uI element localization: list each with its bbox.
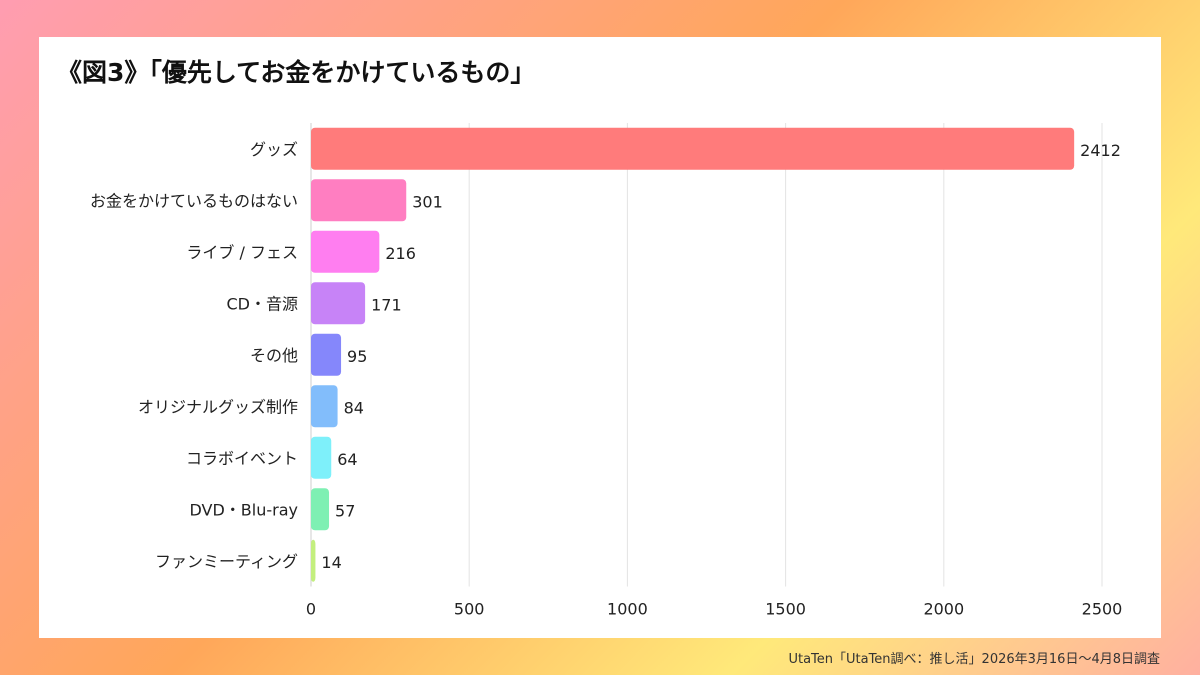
bar-value-label: 14 <box>321 553 341 572</box>
bar <box>311 539 316 582</box>
x-tick-label: 2000 <box>923 600 964 619</box>
bar <box>311 488 330 531</box>
bar-value-label: 216 <box>385 244 416 263</box>
bar <box>311 179 407 222</box>
source-note: UtaTen「UtaTen調べ：推し活」2026年3月16日〜4月8日調査 <box>788 652 1160 667</box>
category-label: DVD・Blu-ray <box>190 500 299 519</box>
bar <box>311 127 1075 170</box>
bar-value-label: 301 <box>412 192 443 211</box>
bar-value-label: 57 <box>335 501 355 520</box>
category-label: グッズ <box>250 140 298 159</box>
category-label: CD・音源 <box>227 294 299 313</box>
category-label: その他 <box>250 346 298 365</box>
chart-title: 《図3》「優先してお金をかけているもの」 <box>57 58 536 87</box>
bar-value-label: 95 <box>347 347 367 366</box>
x-tick-label: 2500 <box>1082 600 1123 619</box>
bar <box>311 282 366 325</box>
bar-chart: 0 500 1000 1500 2000 2500 グッズ 2412 お金をかけているものはない… <box>90 123 1123 619</box>
bar <box>311 230 380 273</box>
category-label: ライブ / フェス <box>186 243 298 262</box>
chart-card: 《図3》「優先してお金をかけているもの」 0 500 1000 1500 2000 250… <box>39 37 1161 638</box>
bar-value-label: 84 <box>344 398 364 417</box>
x-tick-label: 1500 <box>765 600 806 619</box>
x-tick-label: 500 <box>454 600 485 619</box>
bar <box>311 385 338 428</box>
x-tick-label: 0 <box>306 600 316 619</box>
bar <box>311 333 342 376</box>
category-label: コラボイベント <box>186 449 298 468</box>
bar-value-label: 2412 <box>1080 141 1121 160</box>
category-label: ファンミーティング <box>155 552 298 571</box>
bar-value-label: 64 <box>337 450 357 469</box>
category-label: オリジナルグッズ制作 <box>138 397 298 416</box>
x-tick-label: 1000 <box>607 600 648 619</box>
bar-value-label: 171 <box>371 295 402 314</box>
bar <box>311 436 332 479</box>
category-label: お金をかけているものはない <box>90 191 298 210</box>
